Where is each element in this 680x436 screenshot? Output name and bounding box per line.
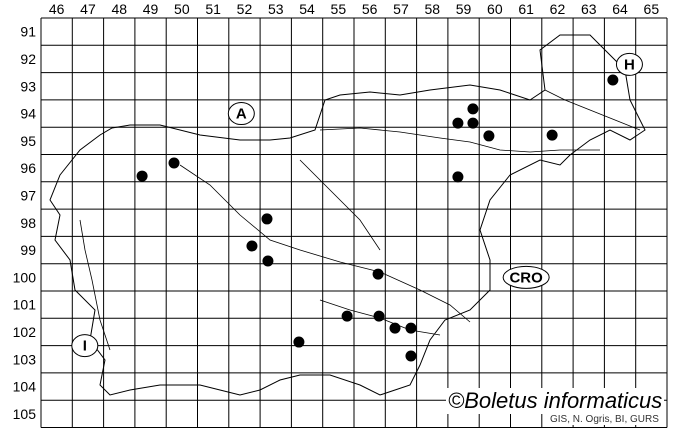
column-label: 64 (612, 1, 628, 17)
record-dot (261, 213, 273, 225)
country-border (49, 34, 646, 396)
record-dot (341, 310, 353, 322)
row-label: 96 (20, 160, 36, 176)
region-italy-label: I (83, 338, 87, 355)
record-dot (467, 117, 479, 129)
row-label: 99 (20, 242, 36, 258)
row-label: 104 (13, 379, 37, 395)
column-label: 58 (424, 1, 440, 17)
row-label: 103 (13, 351, 37, 367)
column-label: 57 (393, 1, 409, 17)
river-mura (544, 89, 641, 131)
record-dot (246, 240, 258, 252)
record-dot (405, 350, 417, 362)
region-austria-label: A (236, 106, 247, 123)
river-drava (319, 127, 600, 153)
region-hungary-ellipse (615, 52, 643, 76)
row-label: 92 (20, 51, 36, 67)
record-dot (467, 103, 479, 115)
column-label: 51 (205, 1, 221, 17)
column-label: 63 (581, 1, 597, 17)
row-labels: 91 92 93 94 95 96 97 98 99 100 101 102 103 104 105 (13, 24, 37, 422)
record-dot (372, 268, 384, 280)
credit: GIS, N. Ogris, BI, GURS (548, 414, 661, 425)
watermark: ©Boletus informaticus (446, 388, 665, 414)
column-label: 65 (644, 1, 660, 17)
river-savinja (299, 159, 381, 251)
river-soca (79, 219, 111, 351)
record-dot (483, 130, 495, 142)
column-label: 50 (174, 1, 190, 17)
record-dot (546, 129, 558, 141)
record-dot (168, 157, 180, 169)
column-label: 52 (237, 1, 253, 17)
record-dot (607, 74, 619, 86)
record-dot (136, 170, 148, 182)
row-label: 102 (13, 324, 37, 340)
record-dot (293, 336, 305, 348)
region-hungary-label: H (624, 56, 635, 73)
column-label: 49 (143, 1, 159, 17)
record-dot (389, 322, 401, 334)
river-sava (179, 164, 471, 323)
region-croatia-ellipse (502, 265, 550, 289)
column-labels: 46 47 48 49 50 51 52 53 54 55 56 57 58 59 60 61 62 63 64 65 (49, 1, 659, 17)
rivers (79, 89, 641, 351)
region-croatia-label: CRO (509, 269, 543, 286)
row-label: 94 (20, 106, 36, 122)
row-label: 93 (20, 78, 36, 94)
row-label: 98 (20, 215, 36, 231)
record-dot (405, 322, 417, 334)
row-label: 105 (13, 406, 37, 422)
row-label: 91 (20, 24, 36, 40)
record-dot (452, 117, 464, 129)
record-dot (452, 171, 464, 183)
column-label: 61 (518, 1, 534, 17)
region-italy-ellipse (71, 334, 99, 358)
region-austria-ellipse (227, 102, 255, 126)
column-label: 62 (550, 1, 566, 17)
column-label: 56 (362, 1, 378, 17)
row-label: 101 (13, 297, 37, 313)
column-label: 48 (111, 1, 127, 17)
record-dot (373, 310, 385, 322)
row-label: 95 (20, 133, 36, 149)
records (136, 74, 619, 362)
region-labels: A H CRO I (71, 52, 643, 358)
column-label: 55 (331, 1, 347, 17)
column-label: 46 (49, 1, 65, 17)
row-label: 97 (20, 187, 36, 203)
column-label: 47 (80, 1, 96, 17)
grid (40, 17, 668, 428)
column-label: 60 (487, 1, 503, 17)
column-label: 53 (268, 1, 284, 17)
record-dot (262, 255, 274, 267)
column-label: 59 (456, 1, 472, 17)
column-label: 54 (299, 1, 315, 17)
row-label: 100 (13, 269, 37, 285)
